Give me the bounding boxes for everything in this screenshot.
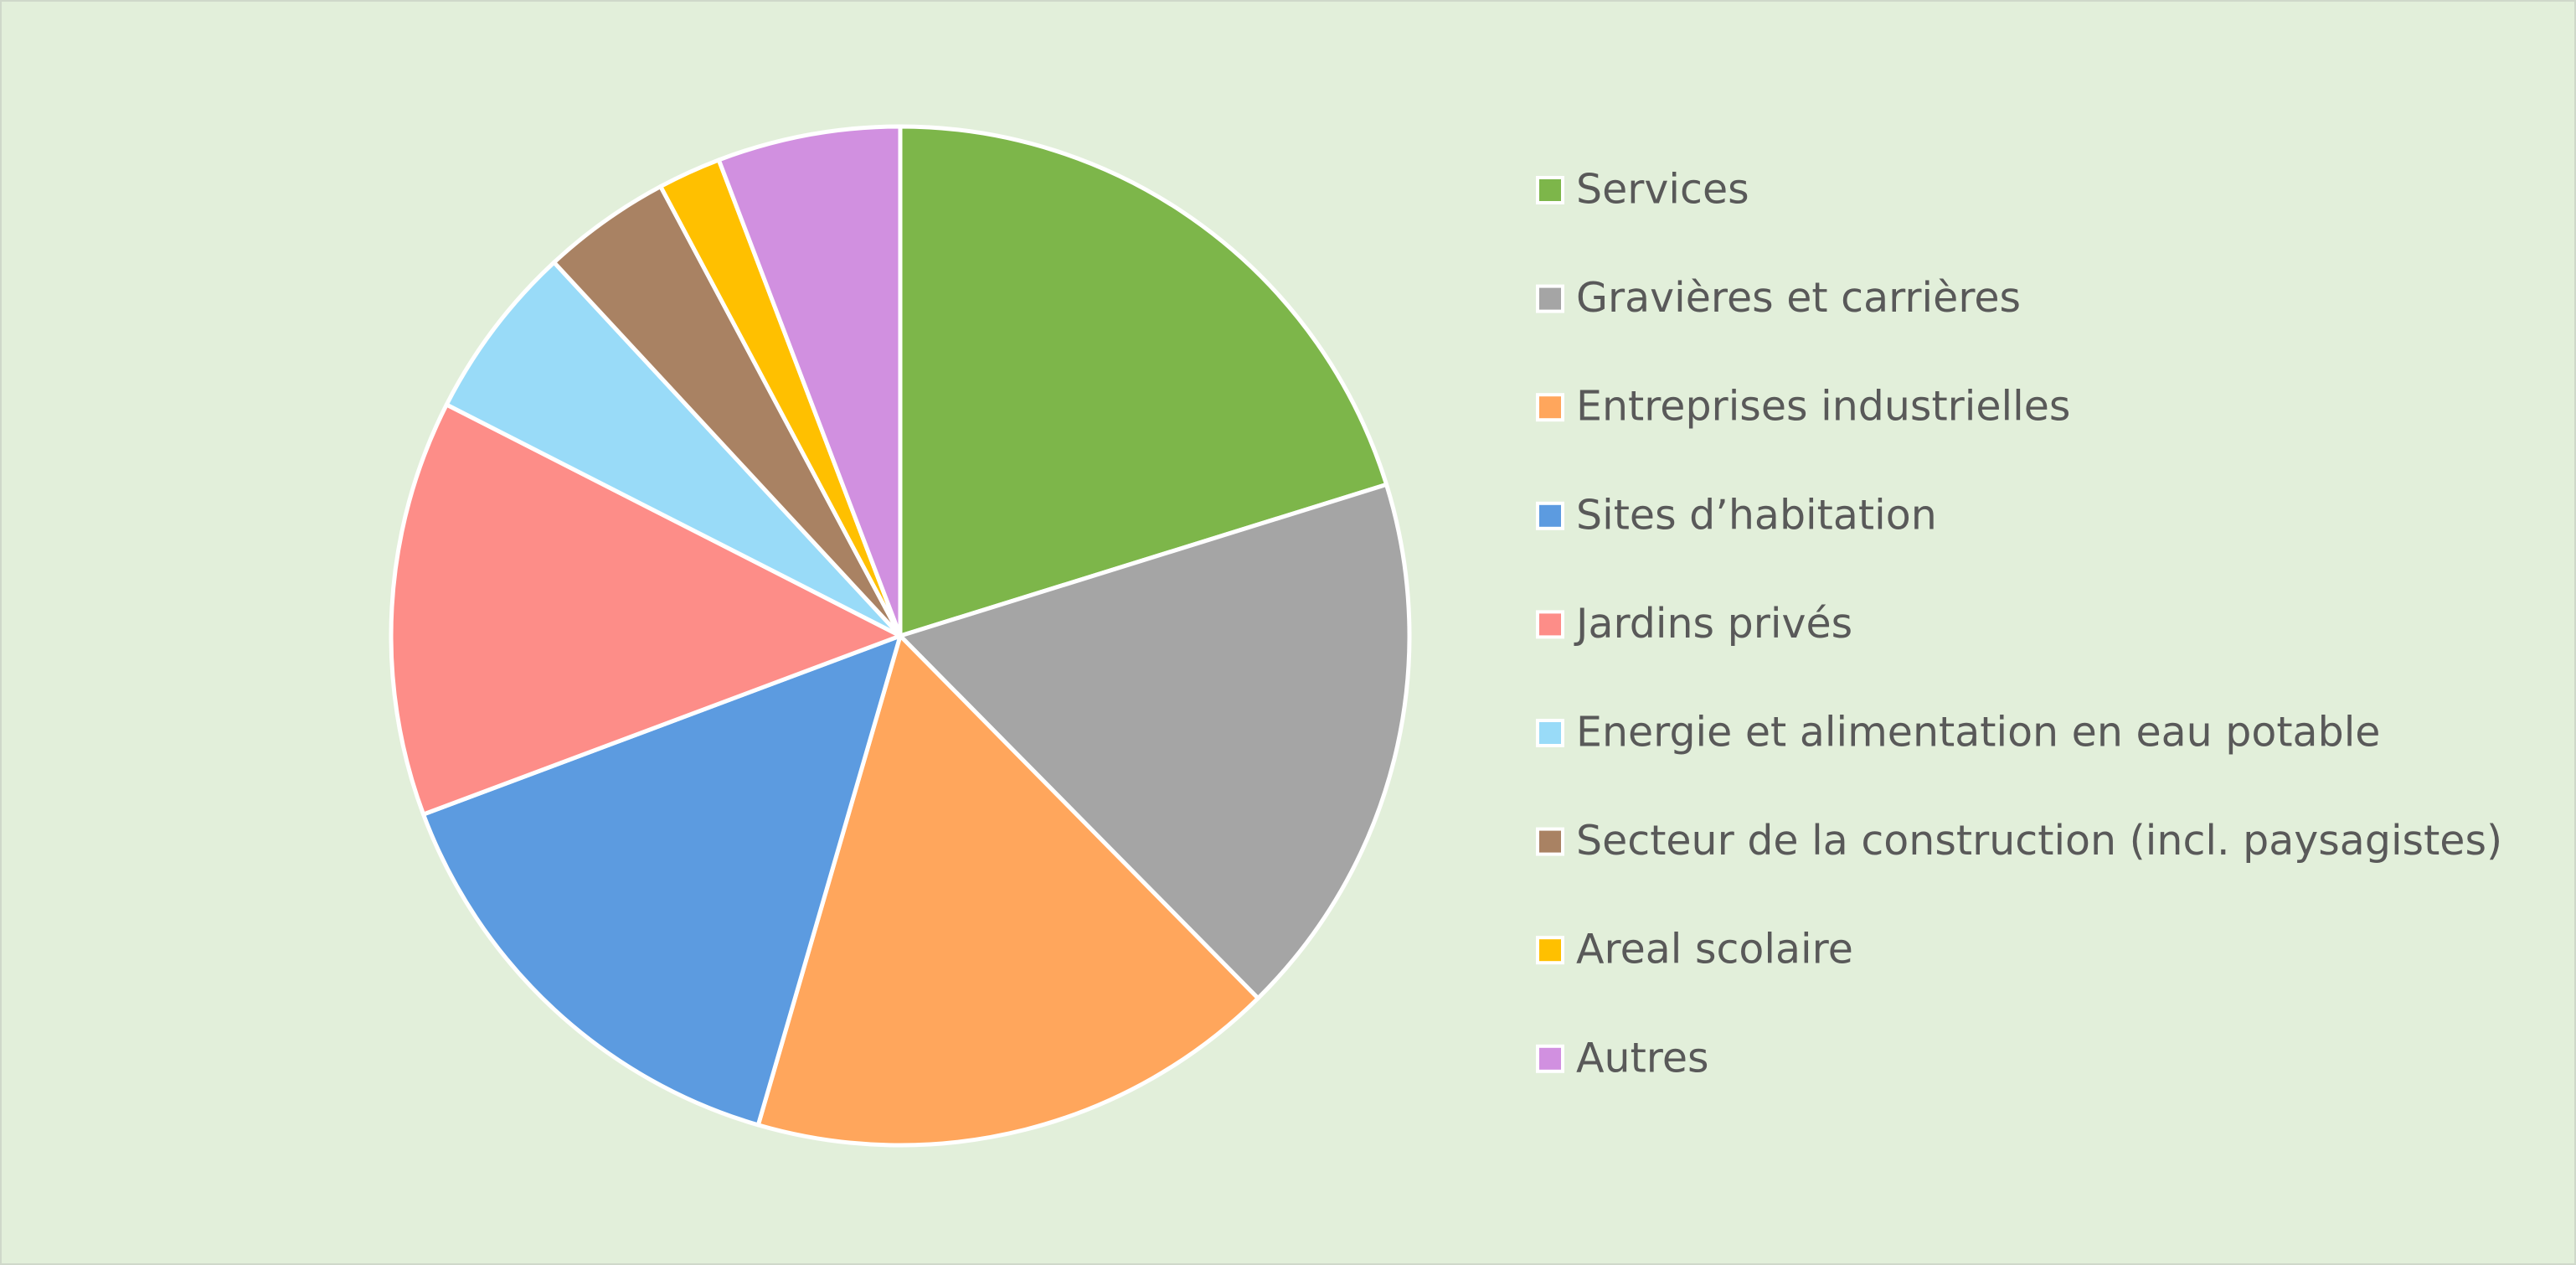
legend-label: Jardins privés [1574, 600, 1852, 648]
legend-label: Energie et alimentation en eau potable [1576, 709, 2380, 756]
legend-swatch [1536, 827, 1564, 856]
pie-slice [898, 482, 1412, 1001]
legend-swatch [1536, 393, 1564, 422]
legend-swatch [1536, 610, 1564, 639]
legend-swatch [1536, 176, 1564, 204]
legend-swatch [1536, 501, 1564, 530]
legend-label: Services [1576, 166, 1749, 214]
pie-slice [755, 633, 1260, 1148]
pie-slice [421, 633, 903, 1128]
legend-label: Entreprises industrielles [1576, 383, 2070, 431]
legend-label: Sites d’habitation [1576, 491, 1937, 539]
legend-swatch [1536, 719, 1564, 747]
legend-label: Secteur de la construction (incl. paysag… [1576, 817, 2502, 865]
legend-swatch [1536, 1044, 1564, 1073]
legend-label: Autres [1576, 1034, 1709, 1082]
pie-slice [716, 124, 903, 638]
pie-slice [389, 402, 903, 817]
pie-slice [444, 260, 903, 638]
legend-label: Areal scolaire [1576, 926, 1853, 973]
legend-swatch [1536, 936, 1564, 965]
legend-swatch [1536, 284, 1564, 313]
pie-slice [898, 124, 1389, 638]
legend-label: Gravières et carrières [1576, 274, 2021, 322]
